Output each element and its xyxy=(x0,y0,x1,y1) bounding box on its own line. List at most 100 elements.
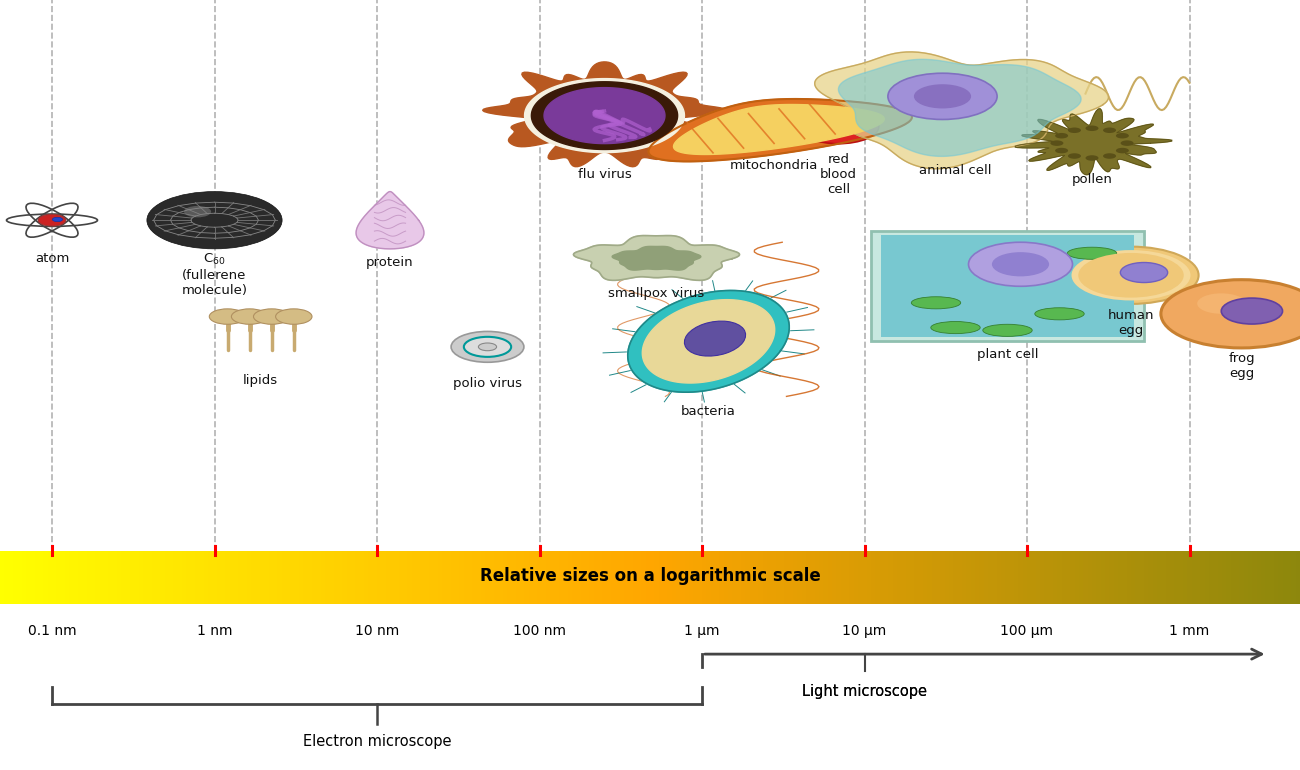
Bar xyxy=(43,551,49,604)
Bar xyxy=(758,551,764,604)
Bar xyxy=(1105,551,1110,604)
Bar xyxy=(225,551,231,604)
Text: Light microscope: Light microscope xyxy=(802,684,927,699)
Bar xyxy=(1161,551,1167,604)
Ellipse shape xyxy=(931,322,980,333)
Bar xyxy=(910,551,915,604)
Circle shape xyxy=(1115,148,1128,153)
Bar xyxy=(1044,551,1050,604)
Bar xyxy=(940,551,946,604)
Text: pollen: pollen xyxy=(1071,173,1113,186)
Bar xyxy=(82,551,88,604)
Bar xyxy=(165,551,170,604)
Bar xyxy=(789,551,794,604)
Bar xyxy=(797,551,803,604)
Bar xyxy=(1252,551,1258,604)
Circle shape xyxy=(276,309,312,324)
Text: atom: atom xyxy=(35,252,69,265)
Bar xyxy=(1096,551,1102,604)
Bar xyxy=(888,551,894,604)
Polygon shape xyxy=(532,82,677,149)
Bar xyxy=(550,551,556,604)
Bar xyxy=(1296,551,1300,604)
Bar xyxy=(784,551,790,604)
Circle shape xyxy=(478,343,497,350)
Circle shape xyxy=(209,309,246,324)
Circle shape xyxy=(1069,128,1082,133)
Bar xyxy=(91,551,96,604)
Bar xyxy=(841,551,846,604)
Bar xyxy=(620,551,625,604)
Bar xyxy=(208,551,213,604)
Bar xyxy=(984,551,989,604)
Bar xyxy=(849,551,855,604)
Bar xyxy=(277,551,283,604)
Bar xyxy=(117,551,122,604)
Bar xyxy=(1135,551,1141,604)
Bar xyxy=(52,551,57,604)
Bar xyxy=(1114,551,1119,604)
Bar xyxy=(793,551,798,604)
Bar xyxy=(1057,551,1063,604)
Bar xyxy=(420,551,426,604)
Bar xyxy=(78,551,83,604)
Bar xyxy=(607,551,612,604)
Circle shape xyxy=(1056,133,1069,139)
Bar xyxy=(1148,551,1154,604)
Bar xyxy=(1174,551,1180,604)
Polygon shape xyxy=(1015,109,1171,175)
Bar xyxy=(195,551,200,604)
Bar xyxy=(702,551,707,604)
Bar xyxy=(1101,551,1106,604)
Bar xyxy=(1066,551,1071,604)
Circle shape xyxy=(185,206,211,217)
Bar xyxy=(390,551,395,604)
Bar xyxy=(490,551,495,604)
Ellipse shape xyxy=(798,109,879,144)
Ellipse shape xyxy=(911,296,961,309)
Bar xyxy=(429,551,434,604)
Bar xyxy=(1283,551,1288,604)
Bar xyxy=(780,551,785,604)
Bar xyxy=(546,551,551,604)
Bar xyxy=(1222,551,1227,604)
Bar xyxy=(485,551,491,604)
Bar xyxy=(243,551,248,604)
Text: bacteria: bacteria xyxy=(681,405,736,417)
Bar xyxy=(693,551,699,604)
Bar xyxy=(667,551,673,604)
Bar xyxy=(893,551,898,604)
Circle shape xyxy=(1102,128,1117,133)
Circle shape xyxy=(1063,246,1199,304)
Bar xyxy=(160,551,166,604)
Bar xyxy=(971,551,976,604)
Bar xyxy=(641,551,647,604)
Bar xyxy=(1118,551,1123,604)
Bar xyxy=(741,551,746,604)
Bar xyxy=(438,551,443,604)
Bar xyxy=(230,551,235,604)
Bar xyxy=(581,551,586,604)
Circle shape xyxy=(1115,133,1128,139)
Bar xyxy=(646,551,651,604)
Text: frog
egg: frog egg xyxy=(1228,353,1254,380)
Bar xyxy=(1291,551,1297,604)
Bar xyxy=(1278,551,1284,604)
Circle shape xyxy=(992,252,1049,276)
Bar xyxy=(368,551,374,604)
Bar xyxy=(4,551,10,604)
Bar xyxy=(1187,551,1193,604)
Bar xyxy=(264,551,270,604)
Bar xyxy=(412,551,417,604)
Text: Electron microscope: Electron microscope xyxy=(303,734,451,748)
Bar xyxy=(659,551,664,604)
Bar xyxy=(685,551,690,604)
Bar xyxy=(529,551,534,604)
Bar xyxy=(1231,551,1236,604)
Ellipse shape xyxy=(1067,247,1117,259)
Bar xyxy=(1088,551,1093,604)
Bar xyxy=(906,551,911,604)
Bar xyxy=(1183,551,1188,604)
Bar xyxy=(880,551,885,604)
Bar xyxy=(455,551,460,604)
